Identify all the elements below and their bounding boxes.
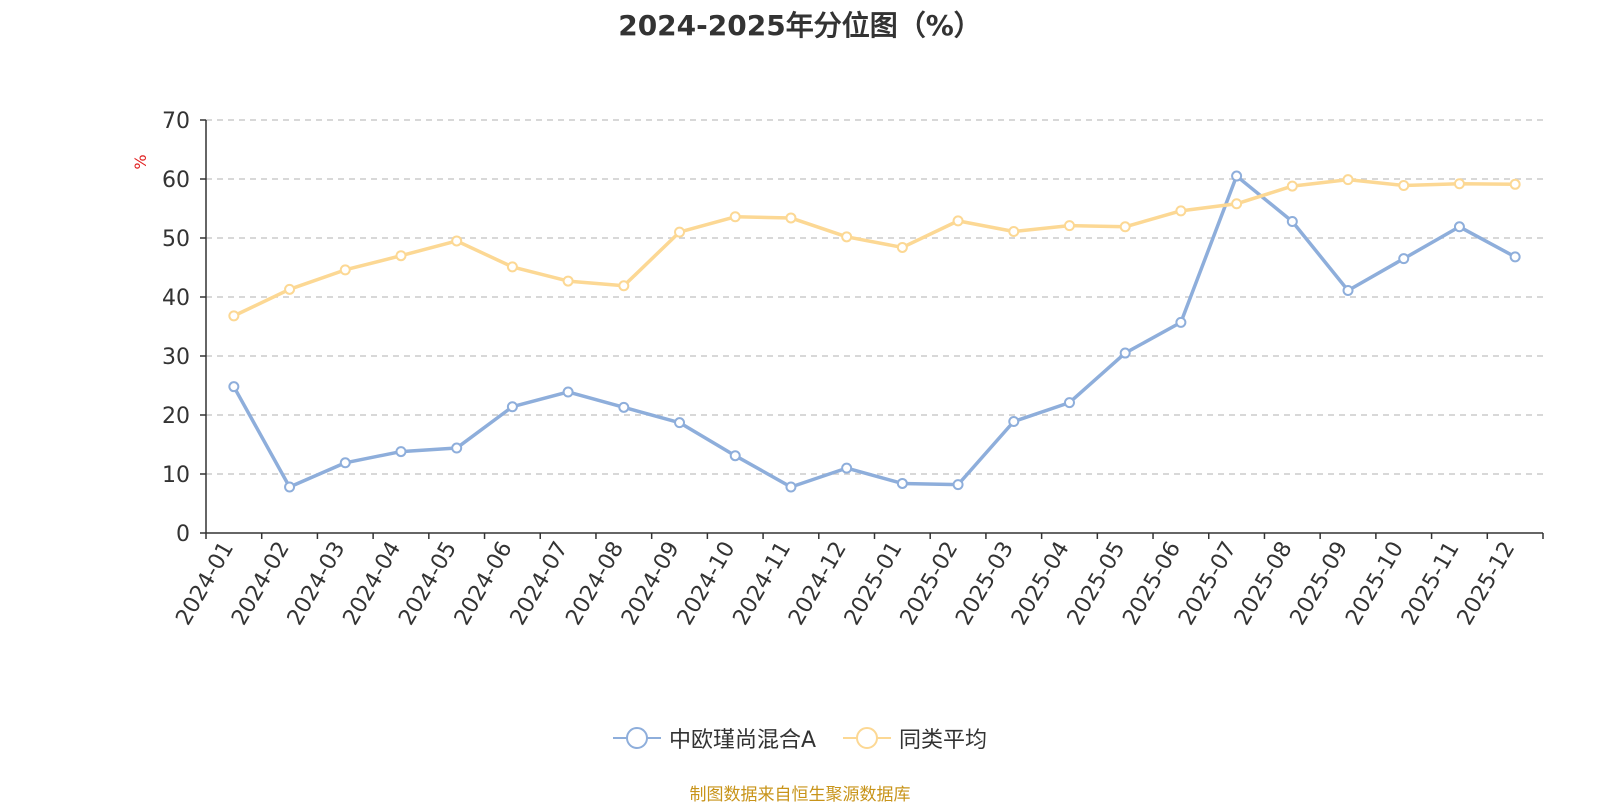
data-point[interactable] [1342, 174, 1354, 186]
legend: 中欧瑾尚混合A 同类平均 [0, 722, 1600, 757]
data-point[interactable] [1119, 221, 1131, 233]
data-point[interactable] [1175, 316, 1187, 328]
data-point[interactable] [1175, 205, 1187, 217]
data-point[interactable] [1398, 253, 1410, 265]
tick-labels: 0102030405060702024-012024-022024-032024… [162, 109, 1520, 630]
y-tick-label: 10 [162, 463, 190, 488]
data-point[interactable] [1231, 170, 1243, 182]
data-point[interactable] [228, 310, 240, 322]
data-point[interactable] [506, 261, 518, 273]
data-point[interactable] [451, 235, 463, 247]
data-point[interactable] [841, 462, 853, 474]
data-point[interactable] [1286, 215, 1298, 227]
data-point[interactable] [674, 417, 686, 429]
data-point[interactable] [785, 212, 797, 224]
data-point[interactable] [228, 381, 240, 393]
data-point[interactable] [729, 211, 741, 223]
legend-item-series-2[interactable]: 同类平均 [843, 722, 987, 754]
data-point[interactable] [1008, 226, 1020, 238]
data-point[interactable] [1453, 221, 1465, 233]
data-point[interactable] [284, 481, 296, 493]
series-line-2 [233, 177, 1516, 318]
legend-item-series-1[interactable]: 中欧瑾尚混合A [612, 722, 817, 754]
data-point[interactable] [896, 477, 908, 489]
grid-lines [206, 119, 1543, 475]
data-point[interactable] [506, 401, 518, 413]
data-point[interactable] [562, 275, 574, 287]
data-point[interactable] [1286, 180, 1298, 192]
data-point[interactable] [1063, 220, 1075, 232]
series-1 [228, 170, 1521, 493]
data-point[interactable] [896, 241, 908, 253]
series-lines [228, 170, 1521, 493]
y-tick-label: 30 [162, 345, 190, 370]
data-point[interactable] [451, 442, 463, 454]
data-point[interactable] [952, 479, 964, 491]
data-point[interactable] [339, 264, 351, 276]
data-point[interactable] [562, 386, 574, 398]
data-point[interactable] [395, 446, 407, 458]
y-axis-label: % [131, 154, 150, 169]
data-point[interactable] [785, 481, 797, 493]
y-tick-label: 40 [162, 286, 190, 311]
data-point[interactable] [674, 226, 686, 238]
axes [200, 119, 1544, 539]
data-point[interactable] [618, 280, 630, 292]
data-point[interactable] [395, 250, 407, 262]
y-tick-label: 70 [162, 109, 190, 134]
data-point[interactable] [1342, 285, 1354, 297]
source-note: 制图数据来自恒生聚源数据库 [689, 785, 911, 805]
data-point[interactable] [1008, 415, 1020, 427]
data-point[interactable] [952, 215, 964, 227]
data-point[interactable] [1231, 198, 1243, 210]
data-point[interactable] [284, 283, 296, 295]
legend-symbol-series-2 [843, 727, 892, 749]
data-point[interactable] [1453, 178, 1465, 190]
legend-symbol-series-1 [612, 727, 661, 749]
data-point[interactable] [729, 450, 741, 462]
data-point[interactable] [618, 401, 630, 413]
y-tick-label: 0 [176, 522, 190, 547]
y-tick-label: 60 [162, 168, 190, 193]
chart-title: 2024-2025年分位图（%） [618, 9, 982, 42]
data-point[interactable] [1063, 397, 1075, 409]
series-2 [228, 174, 1521, 322]
data-point[interactable] [1509, 251, 1521, 263]
legend-label-series-1: 中欧瑾尚混合A [668, 728, 817, 753]
data-point[interactable] [1119, 347, 1131, 359]
y-tick-label: 20 [162, 404, 190, 429]
data-point[interactable] [841, 231, 853, 243]
data-point[interactable] [1398, 179, 1410, 191]
legend-label-series-2: 同类平均 [899, 728, 988, 753]
series-line-1 [232, 174, 1516, 489]
data-point[interactable] [339, 457, 351, 469]
y-tick-label: 50 [162, 227, 190, 252]
data-point[interactable] [1509, 178, 1521, 190]
